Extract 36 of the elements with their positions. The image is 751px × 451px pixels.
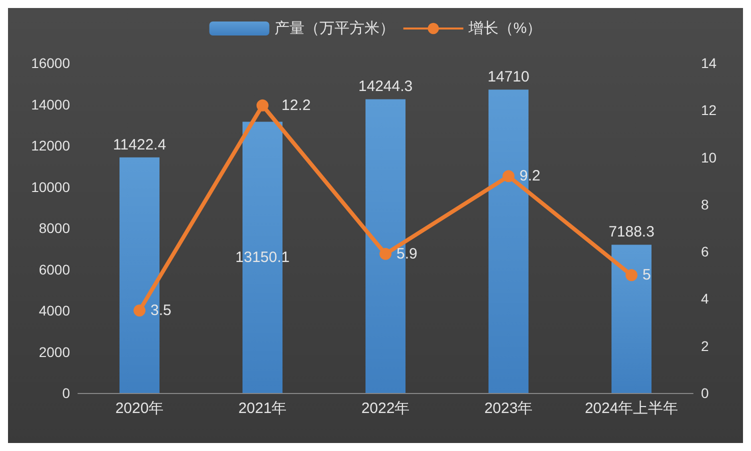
y2-tick-label: 10: [701, 149, 717, 166]
x-tick-label: 2023年: [484, 400, 533, 417]
data-label: 7188.3: [608, 224, 654, 241]
y-tick-label: 10000: [31, 178, 70, 195]
data-label: 14710: [488, 68, 530, 86]
data-label: 14244.3: [358, 78, 413, 96]
x-tick-label: 2021年: [238, 400, 287, 417]
y-tick-label: 8000: [38, 220, 70, 236]
y-tick-label: 4000: [38, 302, 70, 318]
point: [380, 248, 392, 260]
legend-label: 增长（%）: [467, 20, 542, 37]
y-tick-label: 2000: [38, 344, 70, 360]
point: [502, 170, 514, 182]
x-tick-label: 2020年: [115, 400, 164, 417]
y2-tick-label: 4: [701, 290, 709, 307]
point: [256, 99, 268, 112]
data-label: 11422.4: [112, 136, 166, 154]
y2-tick-label: 12: [701, 102, 717, 118]
y-tick-label: 14000: [31, 96, 70, 112]
y-tick-label: 12000: [31, 138, 70, 154]
bar: [612, 244, 652, 393]
point: [626, 269, 638, 282]
legend-label: 产量（万平方米）: [274, 20, 394, 37]
data-label: 5: [642, 266, 651, 284]
y2-tick-label: 2: [701, 338, 709, 354]
y-tick-label: 6000: [38, 261, 70, 278]
y2-tick-label: 0: [701, 385, 709, 401]
y2-tick-label: 8: [701, 196, 709, 212]
point: [134, 304, 146, 316]
data-label: 12.2: [282, 96, 311, 114]
y-tick-label: 16000: [31, 55, 70, 71]
y2-tick-label: 14: [701, 55, 717, 71]
x-tick-label: 2024年上半年: [584, 400, 678, 417]
y2-tick-label: 6: [701, 244, 709, 260]
x-tick-label: 2022年: [361, 400, 410, 417]
y-tick-label: 0: [62, 385, 70, 401]
